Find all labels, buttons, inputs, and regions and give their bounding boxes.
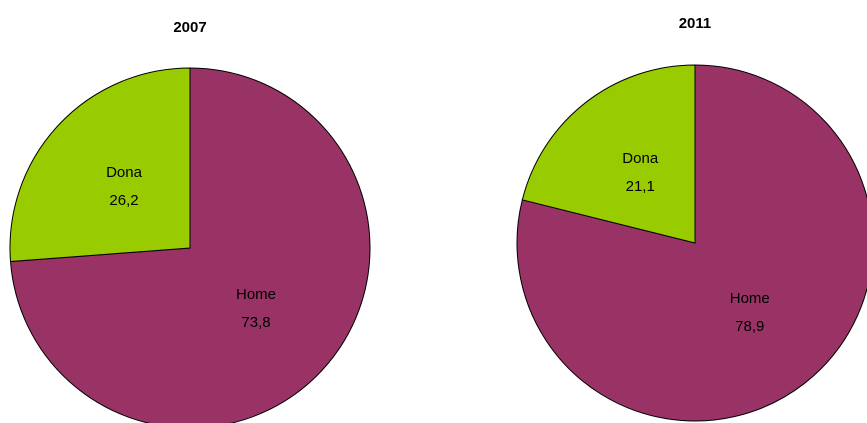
slice-name: Home: [730, 290, 770, 307]
chart-title: 2011: [679, 15, 712, 32]
slice-name: Dona: [622, 150, 659, 167]
slice-value: 73,8: [241, 314, 270, 331]
slice-value: 21,1: [626, 178, 655, 195]
chart-title: 2007: [173, 19, 206, 36]
slice-name: Home: [236, 286, 276, 303]
slice-name: Dona: [106, 164, 143, 181]
pie-slice: [9, 67, 191, 263]
slice-value: 26,2: [109, 192, 138, 209]
pie-slice: [516, 64, 867, 422]
pie-slice: [521, 64, 696, 244]
slice-value: 78,9: [735, 318, 764, 335]
